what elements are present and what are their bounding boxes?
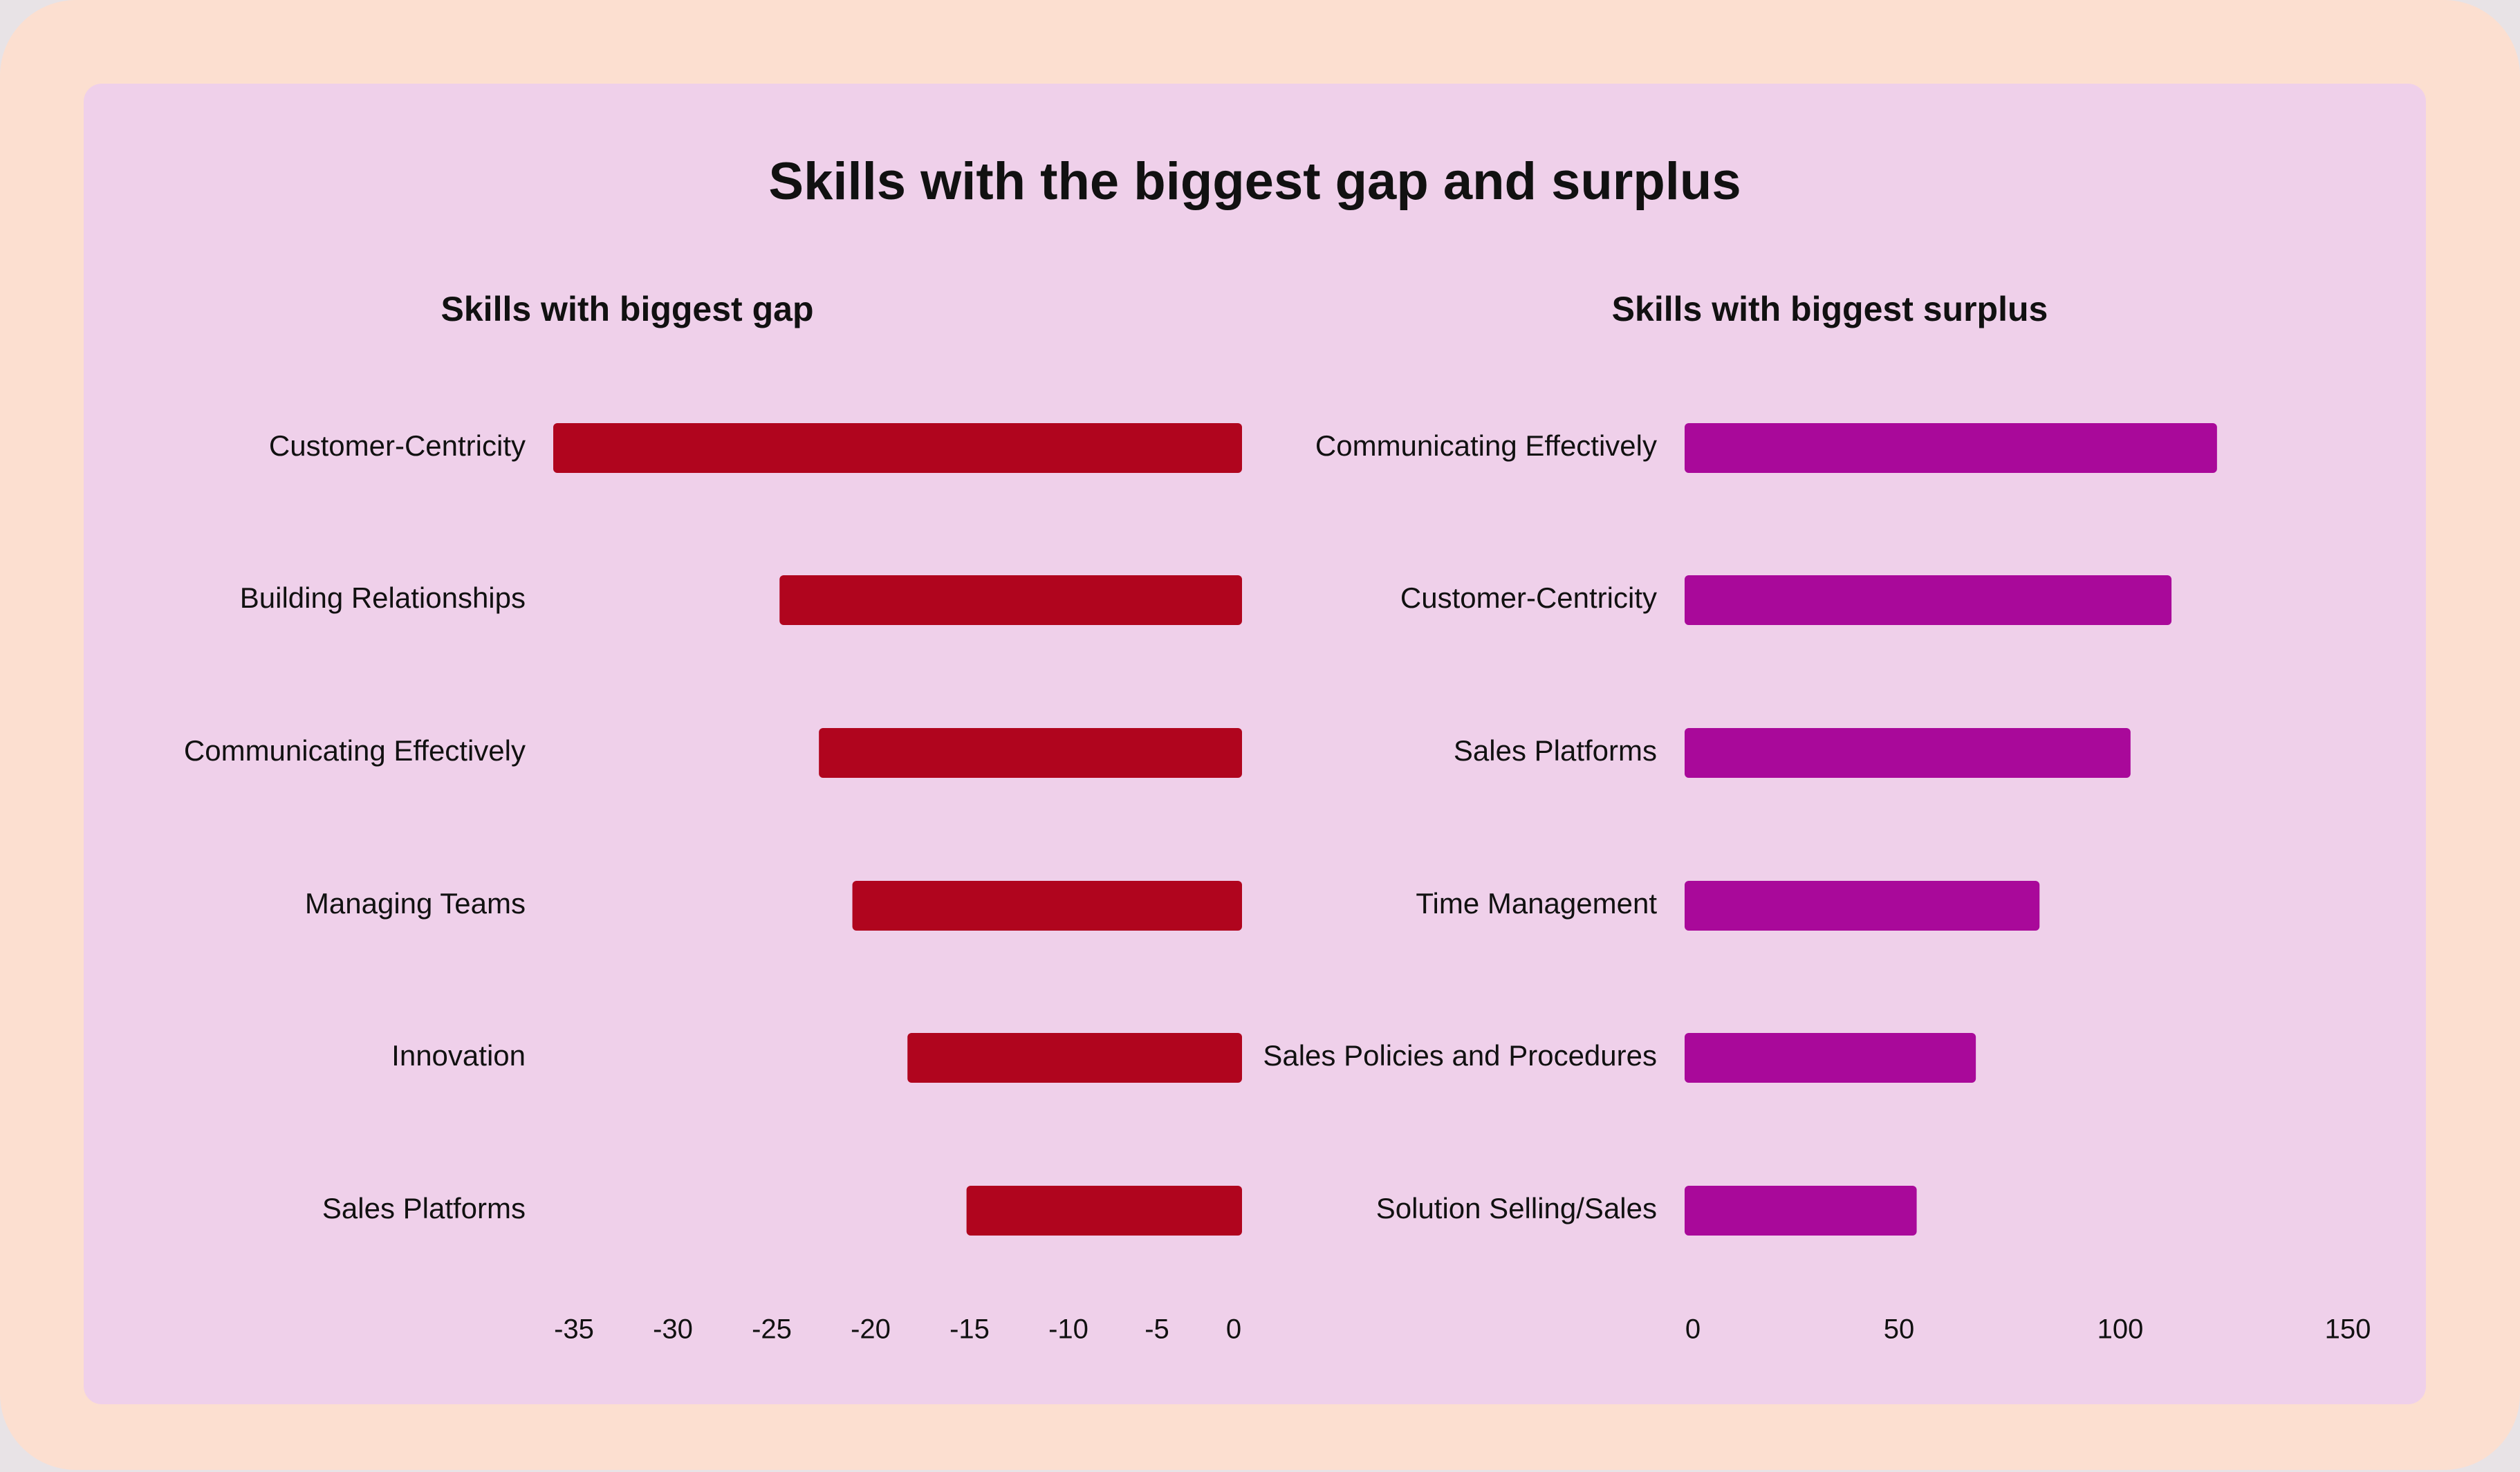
bar [1685, 728, 2131, 778]
bar [1685, 575, 2172, 625]
subplot-title: Skills with biggest gap [441, 290, 814, 328]
bar [1685, 881, 2040, 931]
bar [1685, 423, 2217, 473]
chart-title: Skills with the biggest gap and surplus [768, 152, 1741, 211]
category-label: Building Relationships [240, 581, 526, 614]
gap-chart: Skills with biggest gap Customer-Centrici… [184, 290, 1242, 1345]
category-label: Sales Platforms [322, 1192, 526, 1224]
category-label: Innovation [391, 1039, 526, 1072]
x-tick-label: 50 [1884, 1314, 1915, 1345]
category-label: Sales Policies and Procedures [1263, 1039, 1657, 1072]
category-label: Communicating Effectively [1315, 429, 1657, 462]
bar [779, 575, 1242, 625]
x-tick-label: -15 [949, 1314, 990, 1345]
x-tick-label: 100 [2097, 1314, 2144, 1345]
category-label: Customer-Centricity [269, 429, 526, 462]
category-label: Communicating Effectively [184, 734, 526, 767]
bar [553, 423, 1242, 473]
x-tick-label: -35 [554, 1314, 594, 1345]
x-tick-label: 150 [2325, 1314, 2371, 1345]
x-tick-label: 0 [1226, 1314, 1241, 1345]
bar [1685, 1033, 1976, 1083]
bar [907, 1033, 1242, 1083]
category-label: Managing Teams [305, 887, 526, 920]
category-label: Customer-Centricity [1400, 581, 1657, 614]
subplot-title: Skills with biggest surplus [1612, 290, 2048, 328]
bar [966, 1186, 1242, 1236]
x-tick-label: -25 [752, 1314, 792, 1345]
category-label: Sales Platforms [1454, 734, 1657, 767]
x-tick-label: -20 [851, 1314, 891, 1345]
x-tick-label: 0 [1685, 1314, 1701, 1345]
category-label: Time Management [1416, 887, 1657, 920]
x-tick-label: -30 [653, 1314, 693, 1345]
bar [852, 881, 1242, 931]
bar [1685, 1186, 1917, 1236]
surplus-chart: Skills with biggest surplus Communicating… [1263, 290, 2371, 1344]
bar [819, 728, 1242, 778]
category-label: Solution Selling/Sales [1376, 1192, 1657, 1224]
x-tick-label: -10 [1048, 1314, 1088, 1345]
x-tick-label: -5 [1145, 1314, 1169, 1345]
